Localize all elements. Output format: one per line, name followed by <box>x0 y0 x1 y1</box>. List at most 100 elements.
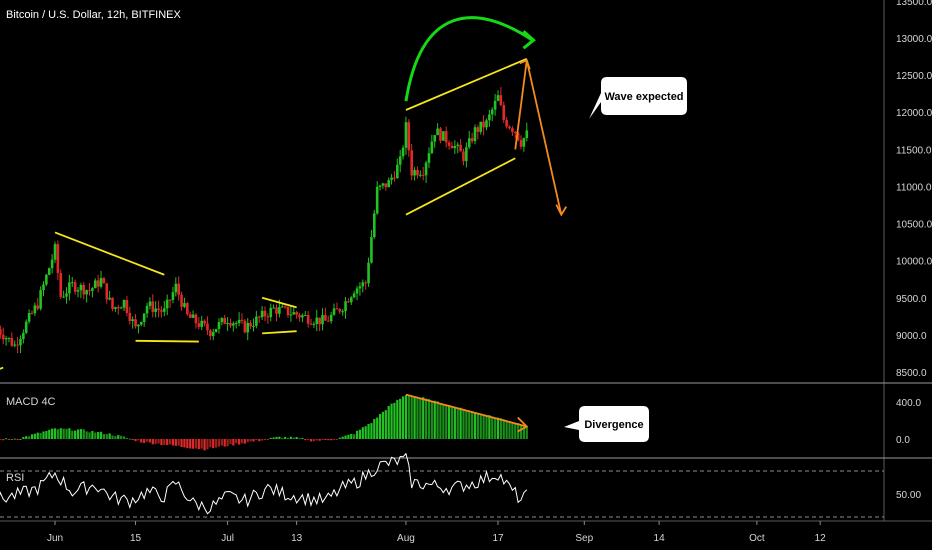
price-candle <box>223 314 227 325</box>
price-candle <box>257 315 261 323</box>
macd-bar <box>261 439 264 441</box>
price-candle <box>450 141 454 149</box>
price-candle <box>378 184 382 191</box>
x-tick-label: 13 <box>291 533 303 544</box>
price-candle <box>163 300 166 317</box>
candle-body <box>416 169 419 176</box>
price-candle <box>505 117 508 129</box>
candle-body <box>286 306 290 316</box>
candle-body <box>131 319 134 322</box>
candle-body <box>93 280 97 289</box>
x-tick-label: Oct <box>749 533 765 544</box>
price-candle <box>482 114 485 136</box>
macd-bar <box>0 439 2 440</box>
macd-bar <box>238 439 241 445</box>
candle-body <box>439 128 442 141</box>
candle-body <box>240 319 244 321</box>
price-candle <box>266 313 270 324</box>
candle-body <box>119 307 123 309</box>
candle-body <box>168 299 172 301</box>
divergence-callout: Divergence <box>564 406 649 442</box>
candle-body <box>96 280 100 287</box>
macd-bar <box>321 439 324 440</box>
macd-bar <box>59 428 62 439</box>
macd-bar <box>407 395 410 439</box>
macd-bar <box>525 426 528 439</box>
price-candle <box>473 124 477 145</box>
candle-body <box>283 306 287 308</box>
macd-bar <box>145 439 149 442</box>
candle-body <box>393 177 396 179</box>
macd-bar <box>327 439 330 441</box>
price-candle <box>168 299 172 308</box>
candle-body <box>257 316 261 318</box>
macd-tick-label: 400.0 <box>896 398 921 409</box>
macd-bar <box>462 409 465 439</box>
price-candle <box>318 317 321 332</box>
candle-body <box>33 305 37 314</box>
macd-bar <box>249 439 252 442</box>
candle-body <box>396 164 399 179</box>
macd-bar <box>459 407 462 439</box>
macd-bar <box>220 439 223 446</box>
price-candle <box>301 313 304 323</box>
price-candle <box>519 135 523 150</box>
candle-body <box>50 259 54 269</box>
price-candle <box>355 285 359 301</box>
price-candle <box>335 302 339 310</box>
macd-bar <box>125 437 129 439</box>
price-candle <box>407 119 411 157</box>
macd-bar <box>206 439 209 450</box>
rsi-label: RSI <box>6 472 24 484</box>
price-tick-label: 12000.0 <box>896 108 932 119</box>
candle-body <box>312 323 316 325</box>
macd-bar <box>74 430 77 439</box>
price-candle <box>404 116 408 155</box>
price-candle <box>252 318 255 332</box>
candle-body <box>188 314 192 318</box>
price-candle <box>73 279 77 295</box>
macd-bar <box>373 418 376 439</box>
candle-body <box>197 323 201 327</box>
macd-bar <box>330 439 333 441</box>
candle-body <box>349 297 353 303</box>
macd-bar <box>522 426 525 439</box>
price-candle <box>191 310 195 319</box>
price-candle <box>246 318 250 341</box>
macd-bar <box>189 439 192 449</box>
candle-body <box>303 315 307 317</box>
candle-body <box>142 313 146 323</box>
candle-body <box>355 288 359 294</box>
price-candle <box>387 177 390 188</box>
candle-body <box>125 300 129 313</box>
macd-bar <box>494 417 497 439</box>
price-candle <box>361 279 365 293</box>
price-candle <box>347 298 350 303</box>
candle-body <box>479 121 483 132</box>
macd-bar <box>243 439 246 444</box>
candle-body <box>373 213 376 238</box>
macd-bar <box>413 396 416 439</box>
candle-body <box>470 138 474 142</box>
candle-body <box>444 131 448 143</box>
price-candle <box>332 303 336 316</box>
price-candle <box>30 310 34 315</box>
macd-bar <box>485 416 488 439</box>
candle-body <box>134 319 137 327</box>
macd-bar <box>28 436 31 439</box>
macd-bar <box>376 417 379 439</box>
candle-body <box>137 324 140 327</box>
candle-body <box>13 344 17 346</box>
candle-body <box>1 334 5 340</box>
price-candle <box>99 270 103 289</box>
trendline <box>135 339 199 343</box>
price-candle <box>456 142 460 154</box>
macd-bar <box>91 430 94 439</box>
candle-body <box>295 312 298 315</box>
price-candle <box>154 301 157 318</box>
candle-body <box>525 130 529 139</box>
price-candle <box>255 310 258 329</box>
candle-body <box>163 308 166 312</box>
candle-body <box>114 307 117 309</box>
macd-bar <box>252 439 255 442</box>
